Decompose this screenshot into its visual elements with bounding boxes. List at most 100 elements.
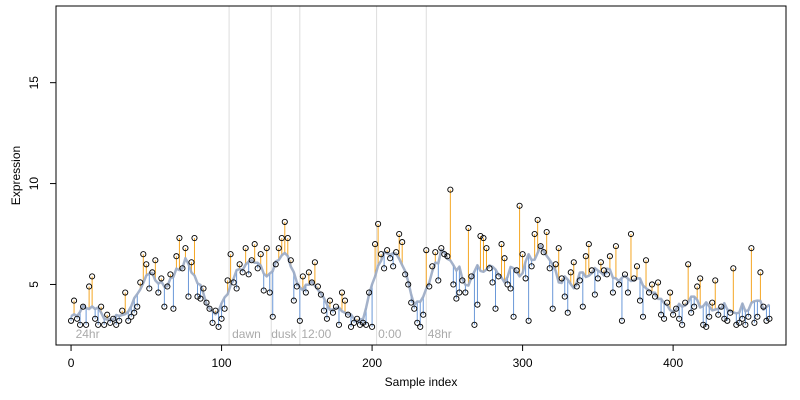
data-point [188, 259, 195, 266]
data-point [305, 269, 312, 276]
data-point [326, 297, 333, 304]
data-point [573, 283, 580, 290]
data-point [537, 243, 544, 250]
data-point [405, 281, 412, 288]
data-point [513, 267, 520, 274]
data-point [167, 271, 174, 278]
data-points [68, 186, 773, 330]
data-point [432, 249, 439, 256]
data-point [221, 305, 228, 312]
data-point [372, 241, 379, 248]
data-point [519, 251, 526, 258]
data-point [615, 281, 622, 288]
data-point [332, 303, 340, 310]
data-point [158, 275, 165, 282]
smooth-line-path [70, 244, 771, 324]
data-point [71, 297, 78, 304]
data-point [299, 273, 306, 280]
data-point [215, 323, 222, 330]
data-point [570, 259, 577, 266]
data-point [658, 311, 665, 318]
data-point [344, 311, 352, 318]
data-point [718, 303, 725, 310]
data-point [492, 305, 499, 312]
data-point [703, 323, 710, 330]
x-tick-label: 100 [212, 356, 232, 370]
data-point [335, 321, 343, 328]
data-point [245, 271, 252, 278]
data-point [579, 303, 586, 310]
data-point [275, 245, 282, 252]
data-point [727, 309, 734, 316]
data-point [266, 289, 273, 296]
data-point [745, 313, 752, 320]
data-point [645, 289, 653, 296]
data-point [453, 295, 460, 302]
data-point [200, 285, 207, 292]
data-point [627, 230, 635, 238]
data-point [314, 283, 321, 290]
data-point [709, 299, 716, 306]
data-point [435, 277, 442, 284]
data-point [191, 235, 198, 242]
data-point [639, 313, 647, 320]
data-point [360, 319, 367, 326]
data-point [742, 321, 749, 328]
data-point [618, 317, 625, 324]
data-point [80, 303, 87, 310]
data-point [540, 249, 547, 256]
data-point [74, 315, 81, 322]
data-point [585, 241, 592, 248]
y-tick-label: 5 [27, 281, 41, 288]
data-point [257, 251, 264, 258]
data-point [724, 317, 731, 324]
data-point [474, 301, 481, 308]
data-point [137, 279, 144, 286]
data-point [441, 251, 448, 258]
data-point [600, 267, 607, 274]
data-point [263, 245, 270, 252]
residual-stems [70, 189, 770, 327]
y-axis-title: Expression [9, 146, 23, 205]
data-point [594, 275, 601, 282]
data-point [176, 235, 183, 242]
data-point [670, 311, 677, 318]
data-point [438, 245, 445, 252]
data-point [393, 249, 400, 256]
data-point [546, 265, 553, 272]
data-point [353, 315, 361, 322]
y-tick-label: 15 [27, 76, 41, 90]
data-point [384, 247, 391, 254]
data-point [179, 265, 186, 272]
data-point [390, 263, 397, 270]
data-point [543, 228, 550, 236]
data-point [429, 263, 436, 270]
data-point [673, 305, 680, 312]
x-axis: 0 100 200 300 400 [68, 344, 683, 370]
data-point [254, 265, 261, 272]
data-point [609, 289, 616, 296]
y-tick-label: 10 [27, 177, 41, 191]
data-point [444, 253, 451, 260]
data-point [369, 323, 376, 330]
data-point [730, 265, 737, 272]
data-point [757, 269, 764, 276]
data-point [366, 289, 373, 296]
data-point [107, 319, 114, 326]
data-point [338, 289, 346, 296]
data-point [170, 305, 177, 312]
data-point [679, 321, 686, 328]
data-point [224, 277, 231, 284]
data-point [685, 261, 692, 268]
data-point [751, 319, 758, 326]
data-point [715, 311, 722, 318]
data-point [661, 315, 668, 322]
data-point [555, 245, 562, 252]
data-point [209, 319, 216, 326]
data-point [363, 321, 370, 328]
data-point [293, 283, 300, 290]
data-point [495, 273, 502, 280]
data-point [143, 261, 150, 268]
data-point [558, 275, 565, 282]
data-point [522, 275, 529, 282]
